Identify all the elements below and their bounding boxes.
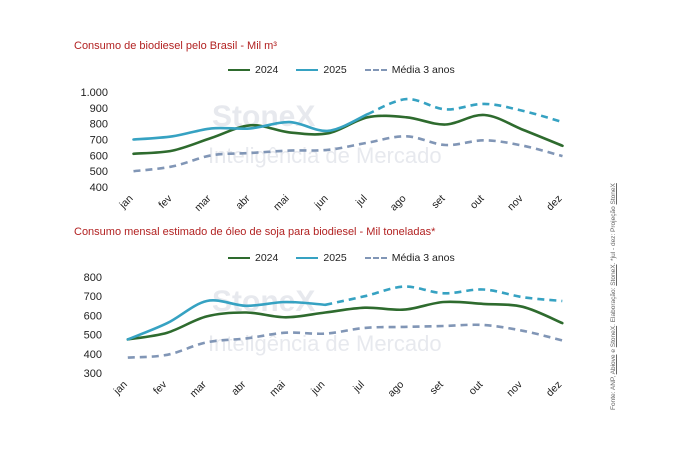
legend-label-2025: 2025 [323, 64, 347, 76]
x-tick-label-c1: mar [192, 192, 214, 214]
source-mid2: . Elaboração: [610, 285, 617, 326]
x-tick-label-c1: set [429, 193, 447, 211]
x-tick-label-c2: mar [188, 378, 210, 400]
chart-2-legend: 2024 2025 Média 3 anos [228, 252, 473, 264]
legend-label-2024: 2024 [255, 64, 279, 76]
y-tick-label-c1: 600 [90, 150, 108, 162]
legend-label-2024-c2: 2024 [255, 252, 279, 264]
series-projection-2025-c1 [366, 97, 563, 124]
chart-2-title: Consumo mensal estimado de óleo de soja … [74, 226, 436, 238]
legend-2025: 2025 [296, 64, 347, 76]
y-tick-label-c2: 500 [84, 330, 102, 342]
source-mid1: e [610, 347, 617, 355]
y-tick-label-c2: 700 [84, 291, 102, 303]
y-tick-label-c1: 1.000 [80, 87, 108, 99]
series-line-2024-c1 [132, 113, 564, 156]
x-tick-label-c2: jul [350, 379, 367, 396]
legend-2024: 2024 [228, 64, 278, 76]
chart-1: 1.000 900 800 700 600 500 400 jan fev mar abr mai ju… [80, 87, 564, 214]
x-tick-label-c1: ago [388, 193, 409, 214]
source-stonex-1: StoneX [610, 325, 617, 348]
series-line-avg-c2 [127, 323, 563, 359]
legend-avg-c2: Média 3 anos [364, 252, 455, 264]
series-line-avg-c1 [133, 134, 563, 173]
x-tick-label-c1: jul [353, 193, 370, 210]
source-stonex-3: StoneX [610, 183, 617, 205]
x-tick-label-c2: abr [229, 378, 249, 398]
legend-swatch-2024 [228, 69, 250, 71]
source-mid3: . *jul - dez: Projeção [610, 204, 617, 265]
x-tick-label-c2: mai [267, 379, 287, 399]
x-tick-label-c1: dez [544, 193, 564, 213]
y-tick-label-c2: 600 [84, 310, 102, 322]
series-line-2024-c2 [126, 300, 564, 341]
legend-2025-c2: 2025 [296, 252, 347, 264]
chart-1-title: Consumo de biodiesel pelo Brasil - Mil m… [74, 40, 277, 52]
legend-label-avg: Média 3 anos [391, 64, 455, 76]
legend-label-2025-c2: 2025 [323, 252, 347, 264]
y-tick-label-c2: 800 [84, 272, 102, 284]
x-tick-label-c2: dez [544, 379, 564, 399]
x-tick-label-c1: out [468, 193, 487, 212]
x-tick-label-c2: jan [111, 379, 130, 398]
legend-2024-c2: 2024 [228, 252, 278, 264]
y-tick-label-c1: 900 [90, 103, 108, 115]
source-prefix: Fonte: ANP, [610, 374, 617, 410]
source-abiove: Abiove [610, 354, 617, 375]
y-tick-label-c2: 400 [84, 349, 102, 361]
x-tick-label-c1: jun [312, 193, 331, 212]
y-tick-label-c2: 300 [84, 368, 102, 380]
x-tick-label-c1: nov [505, 192, 526, 213]
x-tick-label-c2: jun [308, 379, 327, 398]
source-note: Fonte: ANP, Abiove e StoneX. Elaboração:… [610, 183, 617, 410]
x-tick-label-c1: abr [233, 192, 253, 212]
y-tick-label-c1: 700 [90, 135, 108, 147]
legend-avg: Média 3 anos [364, 64, 455, 76]
legend-swatch-avg [364, 69, 387, 71]
x-tick-label-c2: ago [385, 379, 406, 400]
legend-swatch-2025-c2 [296, 257, 319, 259]
y-tick-label-c1: 500 [90, 166, 108, 178]
legend-label-avg-c2: Média 3 anos [391, 252, 455, 264]
series-line-2025-c1 [132, 112, 369, 141]
series-projection-2025-c2 [325, 285, 563, 307]
legend-swatch-avg-c2 [364, 257, 387, 259]
x-tick-label-c2: nov [504, 378, 525, 399]
x-tick-label-c2: fev [151, 378, 170, 397]
x-tick-label-c1: mai [271, 193, 291, 213]
legend-swatch-2024-c2 [228, 257, 250, 259]
chart-1-legend: 2024 2025 Média 3 anos [228, 64, 473, 76]
x-tick-label-c2: set [427, 379, 445, 397]
x-tick-label-c2: out [467, 379, 486, 398]
series-line-2025-c2 [126, 299, 327, 341]
source-stonex-2: StoneX [610, 264, 617, 286]
y-tick-label-c1: 400 [90, 182, 108, 194]
y-tick-label-c1: 800 [90, 119, 108, 131]
chart-2: 800 700 600 500 400 300 jan fev mar abr mai jun jul a… [84, 272, 565, 400]
legend-swatch-2025 [296, 69, 319, 71]
x-tick-label-c1: jan [117, 193, 136, 212]
x-tick-label-c1: fev [156, 192, 175, 211]
